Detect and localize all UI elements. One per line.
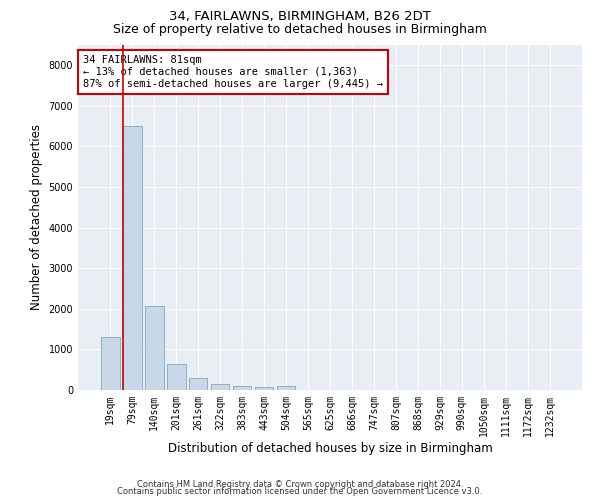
Bar [101,337,119,390]
Bar [211,384,229,390]
Text: 34, FAIRLAWNS, BIRMINGHAM, B26 2DT: 34, FAIRLAWNS, BIRMINGHAM, B26 2DT [169,10,431,23]
Bar [123,126,142,390]
X-axis label: Distribution of detached houses by size in Birmingham: Distribution of detached houses by size … [167,442,493,454]
Bar [145,306,164,390]
Bar [255,387,274,390]
Text: 34 FAIRLAWNS: 81sqm
← 13% of detached houses are smaller (1,363)
87% of semi-det: 34 FAIRLAWNS: 81sqm ← 13% of detached ho… [83,56,383,88]
Text: Contains public sector information licensed under the Open Government Licence v3: Contains public sector information licen… [118,487,482,496]
Y-axis label: Number of detached properties: Number of detached properties [30,124,43,310]
Bar [277,386,295,390]
Text: Size of property relative to detached houses in Birmingham: Size of property relative to detached ho… [113,22,487,36]
Bar [189,378,208,390]
Bar [233,386,251,390]
Bar [167,364,185,390]
Text: Contains HM Land Registry data © Crown copyright and database right 2024.: Contains HM Land Registry data © Crown c… [137,480,463,489]
